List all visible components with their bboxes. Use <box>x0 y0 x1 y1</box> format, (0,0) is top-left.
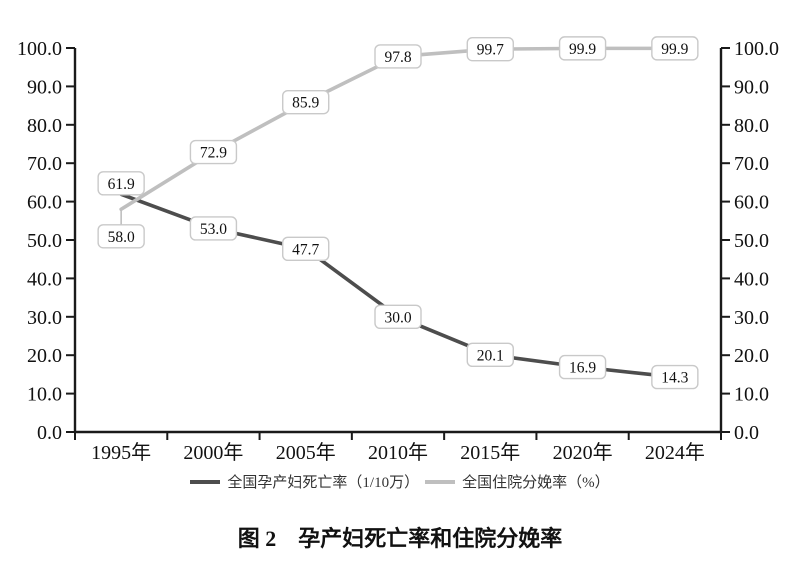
y-tick-label-left: 60.0 <box>27 192 62 214</box>
data-label-box <box>651 364 699 390</box>
data-label: 47.7 <box>292 241 319 258</box>
legend-label-maternal-mortality: 全国孕产妇死亡率（1/10万） <box>227 475 420 491</box>
y-tick-label-left: 80.0 <box>27 115 62 137</box>
y-tick-label-right: 40.0 <box>734 268 769 290</box>
data-label: 85.9 <box>292 95 319 112</box>
y-tick-label-right: 10.0 <box>734 384 769 406</box>
figure-caption: 图 2 孕产妇死亡率和住院分娩率 <box>237 526 563 551</box>
data-label: 99.9 <box>569 41 596 58</box>
y-tick-label-left: 100.0 <box>17 38 62 60</box>
x-tick-label: 2010年 <box>368 441 428 464</box>
hospital-delivery-line <box>119 46 677 212</box>
hospital-delivery-line-swatch <box>425 479 456 484</box>
data-label: 97.8 <box>384 49 411 66</box>
y-tick-label-left: 0.0 <box>37 422 62 444</box>
x-tick-label: 2024年 <box>645 441 705 464</box>
y-tick-label-left: 90.0 <box>27 76 62 98</box>
data-label: 16.9 <box>569 360 596 377</box>
data-label-box <box>558 36 607 61</box>
y-tick-label-right: 20.0 <box>734 345 769 367</box>
data-label: 53.0 <box>200 221 227 238</box>
data-label-box <box>282 89 330 115</box>
y-tick-label-right: 30.0 <box>734 307 769 329</box>
maternal-mortality-line-swatch <box>190 479 221 484</box>
y-tick-label-left: 50.0 <box>27 230 62 252</box>
data-label-box <box>558 354 607 380</box>
y-tick-label-left: 70.0 <box>27 153 62 175</box>
y-tick-label-right: 0.0 <box>734 422 759 444</box>
y-tick-label-left: 10.0 <box>27 384 62 406</box>
y-tick-label-right: 90.0 <box>734 76 769 98</box>
data-label: 72.9 <box>200 145 227 162</box>
x-tick-label: 2015年 <box>460 441 520 464</box>
data-label-box <box>282 236 330 262</box>
data-label-box <box>97 224 145 249</box>
y-tick-label-right: 100.0 <box>734 38 779 60</box>
data-label: 99.7 <box>477 42 504 59</box>
y-tick-label-right: 80.0 <box>734 115 769 137</box>
legend-entry-hospital-delivery: 全国住院分娩率（%） <box>425 471 610 492</box>
data-label-box <box>189 216 238 241</box>
y-tick-label-left: 20.0 <box>27 345 62 367</box>
data-label-box <box>97 171 145 196</box>
data-label-box <box>189 139 238 165</box>
y-tick-label-left: 40.0 <box>27 268 62 290</box>
x-tick-label: 2020年 <box>553 441 613 464</box>
legend-entry-maternal-mortality: 全国孕产妇死亡率（1/10万） <box>190 471 419 492</box>
chart-legend: 全国孕产妇死亡率（1/10万） 全国住院分娩率（%） <box>0 471 800 492</box>
y-tick-label-right: 60.0 <box>734 192 769 214</box>
data-label-box <box>374 44 422 69</box>
data-label: 30.0 <box>384 309 411 326</box>
data-label: 20.1 <box>477 347 504 364</box>
data-label: 99.9 <box>661 41 688 58</box>
legend-label-hospital-delivery: 全国住院分娩率（%） <box>462 475 610 491</box>
data-label: 61.9 <box>108 176 135 193</box>
y-tick-label-right: 50.0 <box>734 230 769 252</box>
x-tick-label: 2000年 <box>183 441 243 464</box>
data-label-box <box>466 342 514 368</box>
data-label-box <box>651 36 699 61</box>
data-label-box <box>374 304 422 329</box>
x-tick-label: 1995年 <box>91 441 151 464</box>
dual-axis-line-chart: 0.0 0.0 10.0 10.0 20.0 20.0 30.0 30.0 40.0 40.0 50… <box>17 36 779 464</box>
data-label: 58.0 <box>108 229 135 246</box>
x-tick-label: 2005年 <box>276 441 336 464</box>
y-tick-label-left: 30.0 <box>27 307 62 329</box>
y-tick-label-right: 70.0 <box>734 153 769 175</box>
data-label-box <box>466 36 514 62</box>
data-label: 14.3 <box>661 370 688 387</box>
